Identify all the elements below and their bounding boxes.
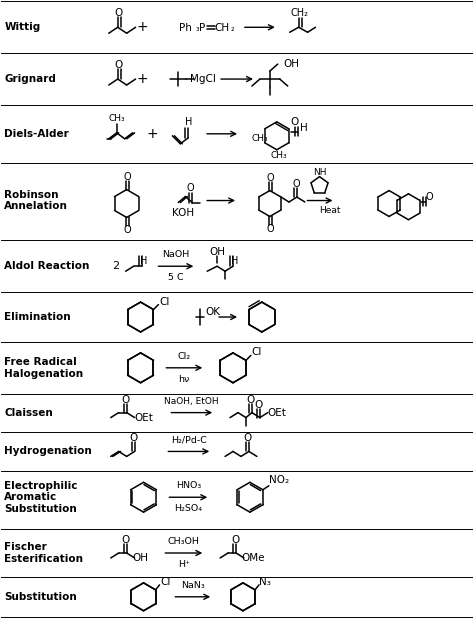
Text: O: O (292, 179, 300, 189)
Text: O: O (267, 224, 274, 234)
Text: O: O (121, 535, 130, 545)
Text: hν: hν (179, 375, 190, 384)
Text: KOH: KOH (172, 209, 194, 218)
Text: O: O (291, 117, 299, 127)
Text: Electrophilic
Aromatic
Substitution: Electrophilic Aromatic Substitution (4, 480, 78, 514)
Text: CH: CH (215, 23, 229, 33)
Text: Diels-Alder: Diels-Alder (4, 129, 69, 139)
Text: O: O (124, 225, 131, 236)
Text: O: O (231, 535, 239, 545)
Text: N₃: N₃ (259, 577, 271, 587)
Text: NaN₃: NaN₃ (181, 581, 205, 590)
Text: Cl: Cl (159, 297, 170, 307)
Text: Free Radical
Halogenation: Free Radical Halogenation (4, 357, 83, 379)
Text: OH: OH (133, 553, 148, 563)
Text: CH₂: CH₂ (291, 8, 309, 18)
Text: CH₃: CH₃ (109, 115, 125, 124)
Text: ₃: ₃ (195, 24, 199, 33)
Text: O: O (115, 60, 123, 70)
Text: Claissen: Claissen (4, 408, 53, 417)
Text: H: H (300, 123, 308, 133)
Text: Aldol Reaction: Aldol Reaction (4, 261, 90, 271)
Text: H: H (184, 117, 192, 127)
Text: 2: 2 (112, 261, 119, 271)
Text: CH₃: CH₃ (252, 135, 268, 144)
Text: OEt: OEt (267, 408, 286, 417)
Text: P: P (199, 23, 205, 33)
Text: Wittig: Wittig (4, 23, 41, 32)
Text: Fischer
Esterification: Fischer Esterification (4, 542, 83, 564)
Text: OH: OH (209, 247, 225, 258)
Text: +: + (137, 72, 148, 86)
Text: O: O (267, 173, 274, 183)
Text: HNO₃: HNO₃ (176, 481, 201, 490)
Text: Robinson
Annelation: Robinson Annelation (4, 190, 68, 211)
Text: Cl: Cl (160, 577, 171, 587)
Text: Elimination: Elimination (4, 312, 71, 322)
Text: H₂/Pd-C: H₂/Pd-C (171, 435, 207, 444)
Text: H: H (231, 256, 239, 266)
Text: O: O (186, 183, 194, 193)
Text: H⁺: H⁺ (178, 560, 190, 569)
Text: O: O (115, 8, 123, 18)
Text: O: O (244, 433, 252, 444)
Text: OMe: OMe (241, 553, 264, 563)
Text: NH: NH (313, 168, 326, 177)
Text: MgCl: MgCl (190, 74, 216, 84)
Text: O: O (124, 172, 131, 182)
Text: H: H (140, 256, 147, 266)
Text: Substitution: Substitution (4, 592, 77, 601)
Text: H₂SO₄: H₂SO₄ (174, 504, 202, 513)
Text: OH: OH (283, 59, 300, 69)
Text: NaOH: NaOH (162, 251, 190, 260)
Text: Hydrogenation: Hydrogenation (4, 446, 92, 457)
Text: Cl₂: Cl₂ (178, 352, 191, 361)
Text: Grignard: Grignard (4, 74, 56, 84)
Text: CH₃: CH₃ (271, 151, 287, 160)
Text: Ph: Ph (179, 23, 192, 33)
Text: Cl: Cl (252, 347, 262, 357)
Text: NO₂: NO₂ (269, 475, 289, 485)
Text: O: O (247, 395, 255, 404)
Text: O: O (121, 395, 130, 404)
Text: CH₃OH: CH₃OH (168, 537, 200, 546)
Text: 5 C: 5 C (168, 273, 183, 282)
Text: O: O (129, 433, 138, 444)
Text: +: + (137, 20, 148, 34)
Text: O: O (255, 400, 263, 410)
Text: O: O (426, 192, 433, 202)
Text: NaOH, EtOH: NaOH, EtOH (164, 397, 219, 406)
Text: ₂: ₂ (230, 24, 234, 33)
Text: OEt: OEt (134, 413, 153, 422)
Text: OK: OK (206, 307, 220, 317)
Text: Heat: Heat (319, 206, 340, 215)
Text: +: + (146, 127, 158, 141)
